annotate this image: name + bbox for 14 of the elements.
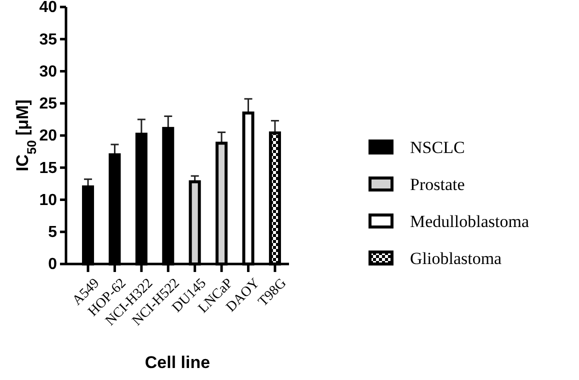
y-tick-label: 20	[39, 128, 58, 145]
legend-label: NSCLC	[410, 138, 465, 157]
y-tick-label: 30	[39, 63, 58, 80]
legend-label: Prostate	[410, 175, 465, 194]
legend-label: Glioblastoma	[410, 249, 502, 268]
x-axis-title: Cell line	[144, 353, 210, 372]
y-tick-label: 25	[39, 95, 58, 112]
y-tick-label: 0	[48, 256, 58, 274]
y-tick-label: 10	[39, 192, 58, 209]
y-tick-label: 5	[48, 224, 58, 241]
legend-label: Medulloblastoma	[410, 212, 530, 231]
y-tick-label: 35	[39, 31, 58, 48]
y-tick-label: 40	[39, 0, 58, 16]
y-tick-label: 15	[39, 160, 58, 177]
